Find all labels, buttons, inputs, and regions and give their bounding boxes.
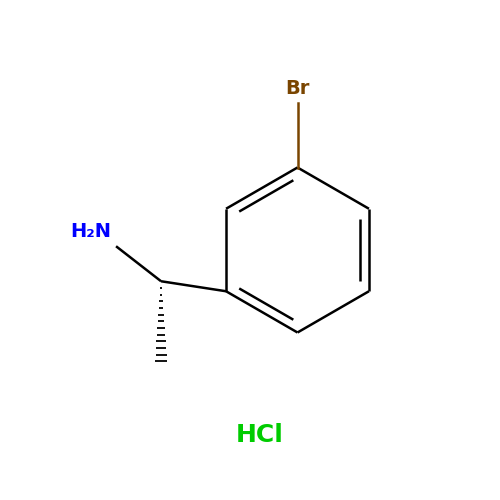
Text: H₂N: H₂N xyxy=(70,222,111,241)
Text: Br: Br xyxy=(286,78,310,98)
Text: HCl: HCl xyxy=(236,423,284,447)
